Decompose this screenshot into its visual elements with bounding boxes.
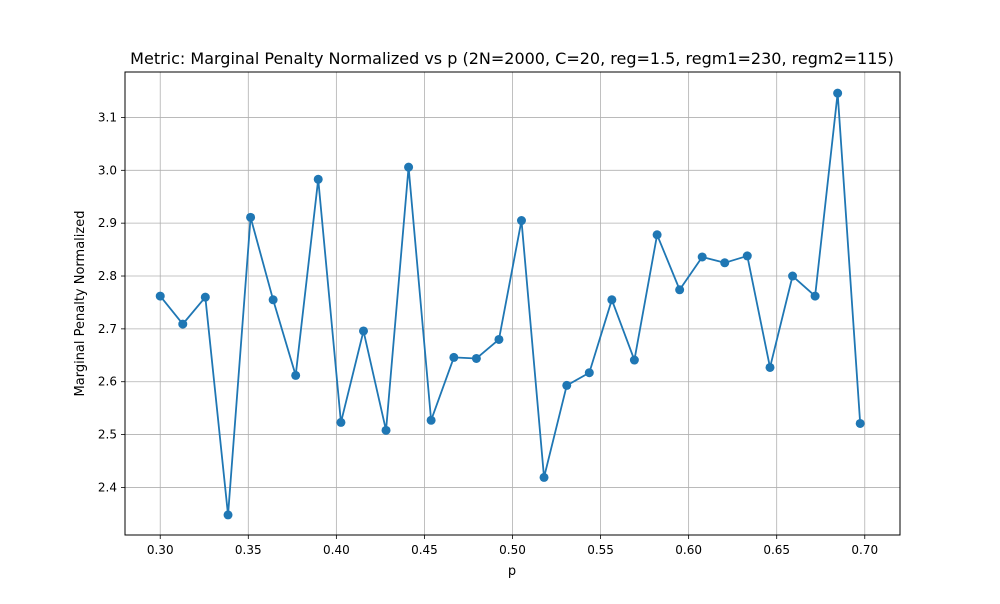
x-tick-label: 0.60 <box>675 543 702 557</box>
data-point <box>833 88 843 98</box>
data-point <box>697 252 707 262</box>
y-axis-label: Marginal Penalty Normalized <box>73 211 88 397</box>
data-point <box>720 258 730 268</box>
y-tick-label: 2.9 <box>98 216 117 230</box>
x-tick-label: 0.65 <box>763 543 790 557</box>
ticks-layer: 0.30 0.35 0.40 0.45 0.50 0.55 0.60 0.65 0.70 2.4 2… <box>98 110 878 557</box>
y-tick-label: 2.5 <box>98 428 117 442</box>
x-axis-label: p <box>508 564 516 579</box>
data-point <box>291 370 301 380</box>
data-point <box>855 418 865 428</box>
data-point <box>313 174 323 184</box>
data-point <box>494 334 504 344</box>
grid-layer <box>125 72 900 535</box>
data-point <box>765 362 775 372</box>
data-point <box>449 352 459 362</box>
data-point <box>178 319 188 329</box>
data-point <box>675 285 685 295</box>
x-tick-label: 0.55 <box>587 543 614 557</box>
series-layer <box>155 88 865 520</box>
data-point <box>810 291 820 301</box>
data-point <box>629 355 639 365</box>
y-tick-label: 2.4 <box>98 480 117 494</box>
data-point <box>788 271 798 281</box>
x-tick-label: 0.50 <box>499 543 526 557</box>
data-point <box>246 212 256 222</box>
chart-title: Metric: Marginal Penalty Normalized vs p… <box>130 49 894 68</box>
data-point <box>539 472 549 482</box>
y-tick-label: 3.1 <box>98 110 117 124</box>
x-tick-label: 0.30 <box>147 543 174 557</box>
y-tick-label: 2.8 <box>98 269 117 283</box>
data-point <box>381 425 391 435</box>
data-point <box>200 292 210 302</box>
x-tick-label: 0.35 <box>235 543 262 557</box>
data-point <box>155 291 165 301</box>
data-point <box>607 295 617 305</box>
data-point <box>584 368 594 378</box>
y-tick-label: 2.7 <box>98 322 117 336</box>
data-point <box>404 162 414 172</box>
data-point <box>426 415 436 425</box>
data-point <box>223 510 233 520</box>
x-tick-label: 0.40 <box>323 543 350 557</box>
data-point <box>742 251 752 261</box>
data-point <box>516 216 526 226</box>
x-tick-label: 0.45 <box>411 543 438 557</box>
y-tick-label: 2.6 <box>98 375 117 389</box>
data-point <box>652 230 662 240</box>
y-tick-label: 3.0 <box>98 163 117 177</box>
data-point <box>268 295 278 305</box>
data-point <box>471 353 481 363</box>
data-point <box>336 417 346 427</box>
data-point <box>358 326 368 336</box>
data-point <box>562 380 572 390</box>
x-tick-label: 0.70 <box>851 543 878 557</box>
